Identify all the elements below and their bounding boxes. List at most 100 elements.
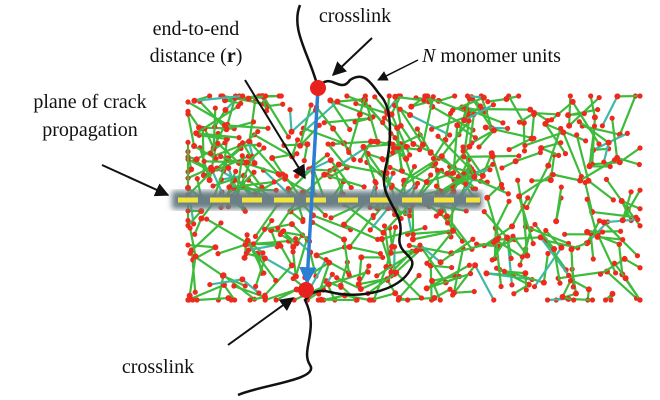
network-node: [363, 93, 368, 98]
network-node: [293, 240, 299, 246]
network-strand: [454, 292, 474, 293]
network-node: [509, 223, 515, 229]
network-node: [543, 228, 548, 233]
network-strand: [281, 246, 292, 265]
network-node: [185, 208, 190, 213]
network-node: [577, 119, 582, 124]
label: crosslink: [319, 5, 391, 27]
network-node: [191, 98, 197, 104]
network-node: [487, 167, 492, 172]
network-node: [568, 278, 573, 283]
network-node: [467, 96, 472, 101]
network-node: [392, 94, 398, 100]
network-node: [499, 165, 504, 170]
network-strand: [534, 113, 558, 114]
network-node: [609, 291, 615, 297]
network-node: [600, 229, 605, 234]
network-node: [466, 118, 471, 123]
network-node: [218, 220, 223, 225]
network-node: [410, 236, 416, 242]
network-node: [330, 125, 336, 131]
network-strand: [548, 299, 569, 300]
network-node: [500, 120, 505, 125]
network-node: [192, 232, 197, 237]
network-node: [251, 119, 256, 124]
network-node: [431, 156, 436, 161]
network-node: [368, 139, 374, 145]
network-node: [635, 217, 640, 222]
network-node: [505, 126, 510, 131]
network-node: [326, 281, 332, 287]
network-node: [412, 164, 417, 169]
network-node: [473, 135, 478, 140]
network-node: [529, 178, 534, 183]
network-node: [485, 99, 490, 104]
network-node: [461, 117, 467, 123]
network-node: [334, 99, 340, 105]
network-node: [417, 147, 422, 152]
network-node: [482, 209, 487, 214]
network-node: [247, 297, 252, 302]
network-node: [194, 156, 200, 162]
network-node: [464, 208, 469, 213]
network-strand: [441, 239, 473, 262]
network-node: [302, 158, 307, 163]
network-node: [431, 295, 437, 301]
network-node: [358, 254, 364, 260]
network-node: [185, 99, 190, 104]
network-node: [367, 297, 372, 302]
network-node: [491, 102, 496, 107]
network-node: [449, 265, 454, 270]
network-node: [466, 144, 472, 150]
network-node: [604, 177, 609, 182]
network-node: [260, 250, 265, 255]
network-node: [555, 112, 560, 117]
network-node: [592, 114, 598, 120]
network-node: [210, 183, 215, 188]
network-node: [603, 297, 608, 302]
network-node: [467, 263, 472, 268]
network-node: [338, 285, 343, 290]
network-node: [405, 297, 410, 302]
network-node: [396, 295, 402, 301]
network-node: [255, 129, 260, 134]
network-node: [416, 273, 421, 278]
network-node: [261, 145, 266, 150]
network-strand: [532, 115, 534, 139]
network-node: [635, 253, 640, 258]
network-node: [362, 184, 367, 189]
network-node: [472, 289, 477, 294]
network-node: [610, 116, 615, 121]
network-node: [294, 151, 299, 156]
network-node: [375, 139, 381, 145]
network-node: [403, 156, 409, 162]
network-node: [585, 197, 590, 202]
network-node: [358, 158, 363, 163]
network-node: [545, 163, 551, 169]
network-node: [431, 94, 436, 99]
network-strand: [188, 245, 215, 247]
network-node: [558, 245, 564, 251]
network-node: [375, 237, 380, 242]
network-node: [262, 227, 267, 232]
network-node: [390, 150, 395, 155]
network-node: [622, 256, 628, 262]
network-node: [568, 93, 573, 98]
network-node: [506, 199, 511, 204]
network-node: [185, 242, 190, 247]
network-node: [256, 290, 261, 295]
network-node: [597, 95, 602, 100]
network-node: [617, 242, 622, 247]
label-part: monomer units: [440, 45, 561, 67]
network-node: [434, 184, 439, 189]
network-node: [454, 122, 460, 128]
network-node: [410, 141, 416, 147]
network-node: [392, 135, 397, 140]
network-node: [404, 144, 409, 149]
network-node: [263, 297, 268, 302]
network-node: [235, 104, 240, 109]
network-node: [524, 287, 529, 292]
network-node: [541, 280, 547, 286]
network-node: [387, 165, 392, 170]
network-node: [491, 240, 496, 245]
